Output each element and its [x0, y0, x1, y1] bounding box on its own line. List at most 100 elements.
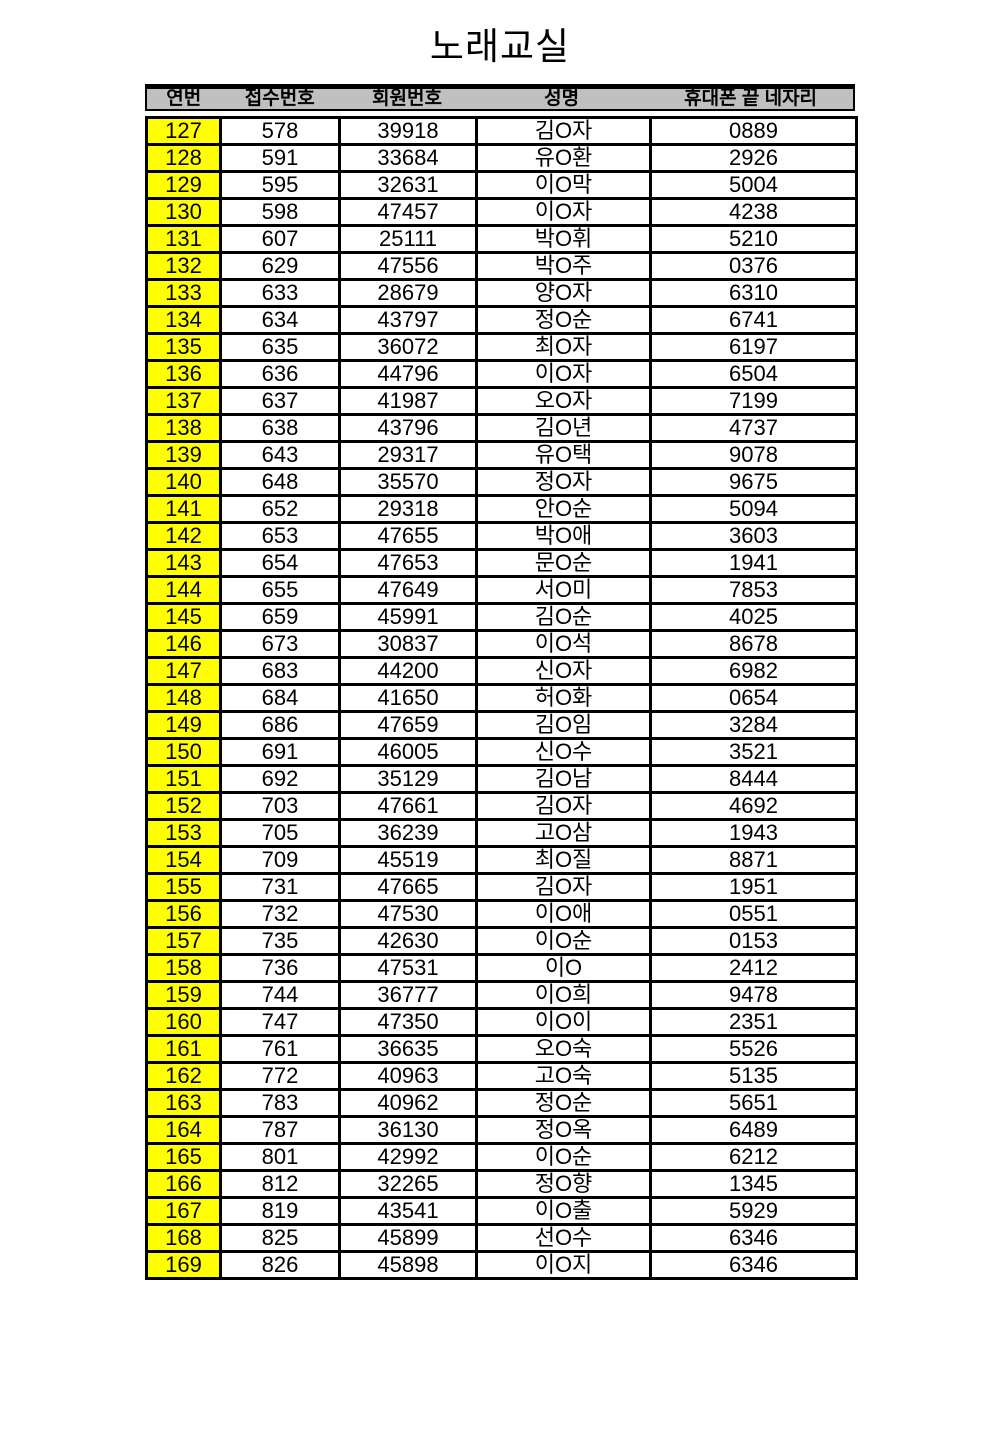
cell-receipt-number: 635: [219, 332, 341, 362]
cell-member-number: 36130: [338, 1115, 478, 1145]
roster-table: 127 578 39918 김O자 0889 128 591 33684 유O환 2926 129 5…: [145, 116, 858, 1280]
cell-name: 김O년: [475, 413, 652, 443]
cell-serial-number: 146: [145, 629, 222, 659]
cell-member-number: 43541: [338, 1196, 478, 1226]
cell-serial-number: 159: [145, 980, 222, 1010]
cell-receipt-number: 709: [219, 845, 341, 875]
cell-receipt-number: 591: [219, 143, 341, 173]
cell-phone-last4: 3603: [649, 521, 858, 551]
cell-serial-number: 142: [145, 521, 222, 551]
cell-name: 이O순: [475, 926, 652, 956]
cell-receipt-number: 643: [219, 440, 341, 470]
cell-phone-last4: 6489: [649, 1115, 858, 1145]
cell-member-number: 42992: [338, 1142, 478, 1172]
cell-serial-number: 133: [145, 278, 222, 308]
cell-name: 이O막: [475, 170, 652, 200]
cell-member-number: 45519: [338, 845, 478, 875]
cell-member-number: 30837: [338, 629, 478, 659]
table-row: 130 598 47457 이O자 4238: [145, 197, 858, 227]
cell-receipt-number: 654: [219, 548, 341, 578]
table-row: 128 591 33684 유O환 2926: [145, 143, 858, 173]
table-row: 147 683 44200 신O자 6982: [145, 656, 858, 686]
cell-member-number: 47655: [338, 521, 478, 551]
cell-serial-number: 139: [145, 440, 222, 470]
cell-phone-last4: 5929: [649, 1196, 858, 1226]
cell-name: 이O지: [475, 1250, 652, 1280]
cell-receipt-number: 736: [219, 953, 341, 983]
cell-serial-number: 151: [145, 764, 222, 794]
cell-phone-last4: 7853: [649, 575, 858, 605]
cell-phone-last4: 5651: [649, 1088, 858, 1118]
cell-phone-last4: 8678: [649, 629, 858, 659]
table-row: 167 819 43541 이O출 5929: [145, 1196, 858, 1226]
cell-serial-number: 145: [145, 602, 222, 632]
cell-phone-last4: 2412: [649, 953, 858, 983]
cell-name: 이O자: [475, 197, 652, 227]
cell-receipt-number: 772: [219, 1061, 341, 1091]
table-row: 169 826 45898 이O지 6346: [145, 1250, 858, 1280]
cell-phone-last4: 9078: [649, 440, 858, 470]
cell-phone-last4: 4238: [649, 197, 858, 227]
cell-receipt-number: 629: [219, 251, 341, 281]
table-row: 129 595 32631 이O막 5004: [145, 170, 858, 200]
table-row: 142 653 47655 박O애 3603: [145, 521, 858, 551]
cell-name: 이O희: [475, 980, 652, 1010]
cell-phone-last4: 6741: [649, 305, 858, 335]
cell-serial-number: 129: [145, 170, 222, 200]
cell-phone-last4: 6346: [649, 1223, 858, 1253]
table-body: 127 578 39918 김O자 0889 128 591 33684 유O환 2926 129 5…: [145, 116, 858, 1280]
cell-member-number: 43796: [338, 413, 478, 443]
cell-member-number: 47653: [338, 548, 478, 578]
cell-phone-last4: 6346: [649, 1250, 858, 1280]
cell-serial-number: 158: [145, 953, 222, 983]
cell-serial-number: 167: [145, 1196, 222, 1226]
cell-serial-number: 128: [145, 143, 222, 173]
cell-name: 이O출: [475, 1196, 652, 1226]
cell-name: 유O환: [475, 143, 652, 173]
cell-receipt-number: 735: [219, 926, 341, 956]
cell-member-number: 47457: [338, 197, 478, 227]
table-row: 163 783 40962 정O순 5651: [145, 1088, 858, 1118]
cell-member-number: 29318: [338, 494, 478, 524]
cell-name: 문O순: [475, 548, 652, 578]
cell-member-number: 47531: [338, 953, 478, 983]
cell-serial-number: 141: [145, 494, 222, 524]
cell-serial-number: 132: [145, 251, 222, 281]
cell-serial-number: 143: [145, 548, 222, 578]
cell-phone-last4: 6310: [649, 278, 858, 308]
cell-phone-last4: 1941: [649, 548, 858, 578]
cell-serial-number: 153: [145, 818, 222, 848]
cell-receipt-number: 607: [219, 224, 341, 254]
cell-name: 김O순: [475, 602, 652, 632]
cell-phone-last4: 5210: [649, 224, 858, 254]
cell-name: 이O애: [475, 899, 652, 929]
cell-serial-number: 169: [145, 1250, 222, 1280]
cell-member-number: 47659: [338, 710, 478, 740]
cell-phone-last4: 0551: [649, 899, 858, 929]
table-row: 141 652 29318 안O순 5094: [145, 494, 858, 524]
table-row: 136 636 44796 이O자 6504: [145, 359, 858, 389]
cell-member-number: 45991: [338, 602, 478, 632]
cell-serial-number: 149: [145, 710, 222, 740]
table-row: 138 638 43796 김O년 4737: [145, 413, 858, 443]
table-row: 144 655 47649 서O미 7853: [145, 575, 858, 605]
cell-receipt-number: 812: [219, 1169, 341, 1199]
cell-serial-number: 157: [145, 926, 222, 956]
cell-member-number: 25111: [338, 224, 478, 254]
cell-member-number: 47530: [338, 899, 478, 929]
table-row: 149 686 47659 김O임 3284: [145, 710, 858, 740]
cell-receipt-number: 637: [219, 386, 341, 416]
cell-serial-number: 166: [145, 1169, 222, 1199]
cell-name: 고O삼: [475, 818, 652, 848]
column-header-receipt: 접수번호: [244, 88, 315, 109]
cell-serial-number: 136: [145, 359, 222, 389]
cell-name: 정O순: [475, 305, 652, 335]
cell-name: 이O석: [475, 629, 652, 659]
cell-serial-number: 140: [145, 467, 222, 497]
cell-name: 이O이: [475, 1007, 652, 1037]
cell-member-number: 28679: [338, 278, 478, 308]
cell-phone-last4: 0654: [649, 683, 858, 713]
cell-serial-number: 135: [145, 332, 222, 362]
cell-receipt-number: 747: [219, 1007, 341, 1037]
cell-phone-last4: 1951: [649, 872, 858, 902]
